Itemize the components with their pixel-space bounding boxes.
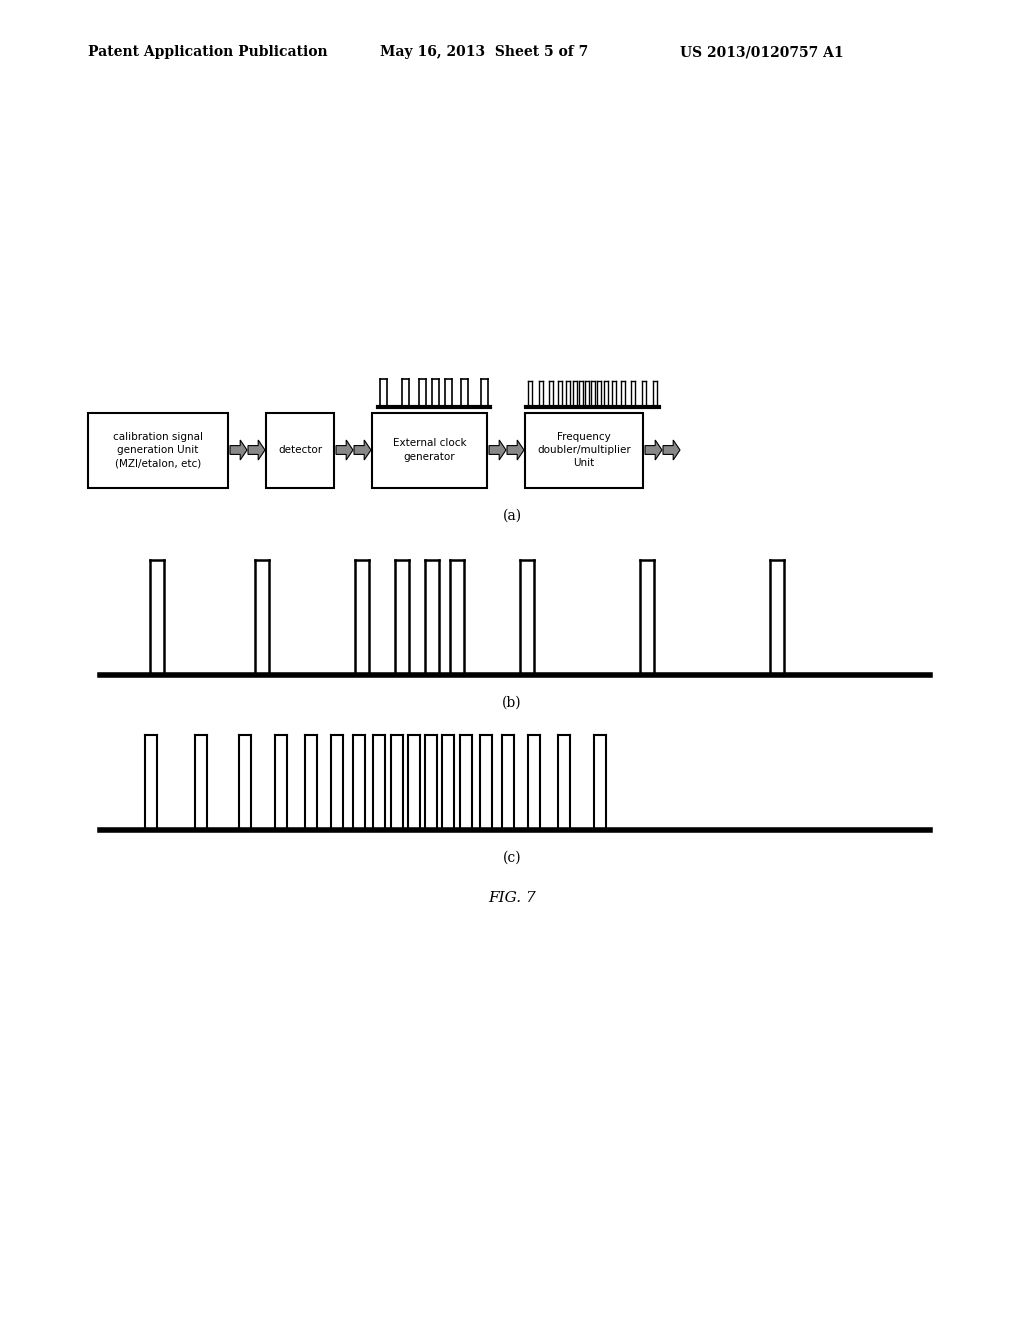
Bar <box>266 412 334 487</box>
Polygon shape <box>248 440 265 459</box>
Polygon shape <box>336 440 353 459</box>
Bar <box>372 412 487 487</box>
Text: (a): (a) <box>503 508 521 523</box>
Text: US 2013/0120757 A1: US 2013/0120757 A1 <box>680 45 844 59</box>
Polygon shape <box>645 440 662 459</box>
Text: Frequency
doubler/multiplier
Unit: Frequency doubler/multiplier Unit <box>538 432 631 469</box>
Polygon shape <box>489 440 506 459</box>
Polygon shape <box>230 440 247 459</box>
Text: (b): (b) <box>502 696 522 710</box>
Text: detector: detector <box>278 445 323 455</box>
Bar <box>525 412 643 487</box>
Text: FIG. 7: FIG. 7 <box>488 891 536 906</box>
Text: Patent Application Publication: Patent Application Publication <box>88 45 328 59</box>
Bar <box>88 412 228 487</box>
Text: May 16, 2013  Sheet 5 of 7: May 16, 2013 Sheet 5 of 7 <box>380 45 588 59</box>
Polygon shape <box>354 440 371 459</box>
Polygon shape <box>663 440 680 459</box>
Text: (c): (c) <box>503 851 521 865</box>
Text: calibration signal
generation Unit
(MZI/etalon, etc): calibration signal generation Unit (MZI/… <box>113 432 203 469</box>
Text: External clock
generator: External clock generator <box>392 438 466 462</box>
Polygon shape <box>507 440 524 459</box>
